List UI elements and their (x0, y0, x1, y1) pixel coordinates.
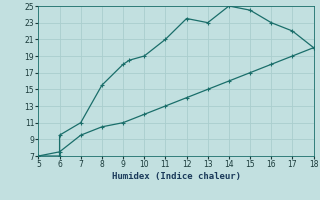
X-axis label: Humidex (Indice chaleur): Humidex (Indice chaleur) (111, 172, 241, 181)
